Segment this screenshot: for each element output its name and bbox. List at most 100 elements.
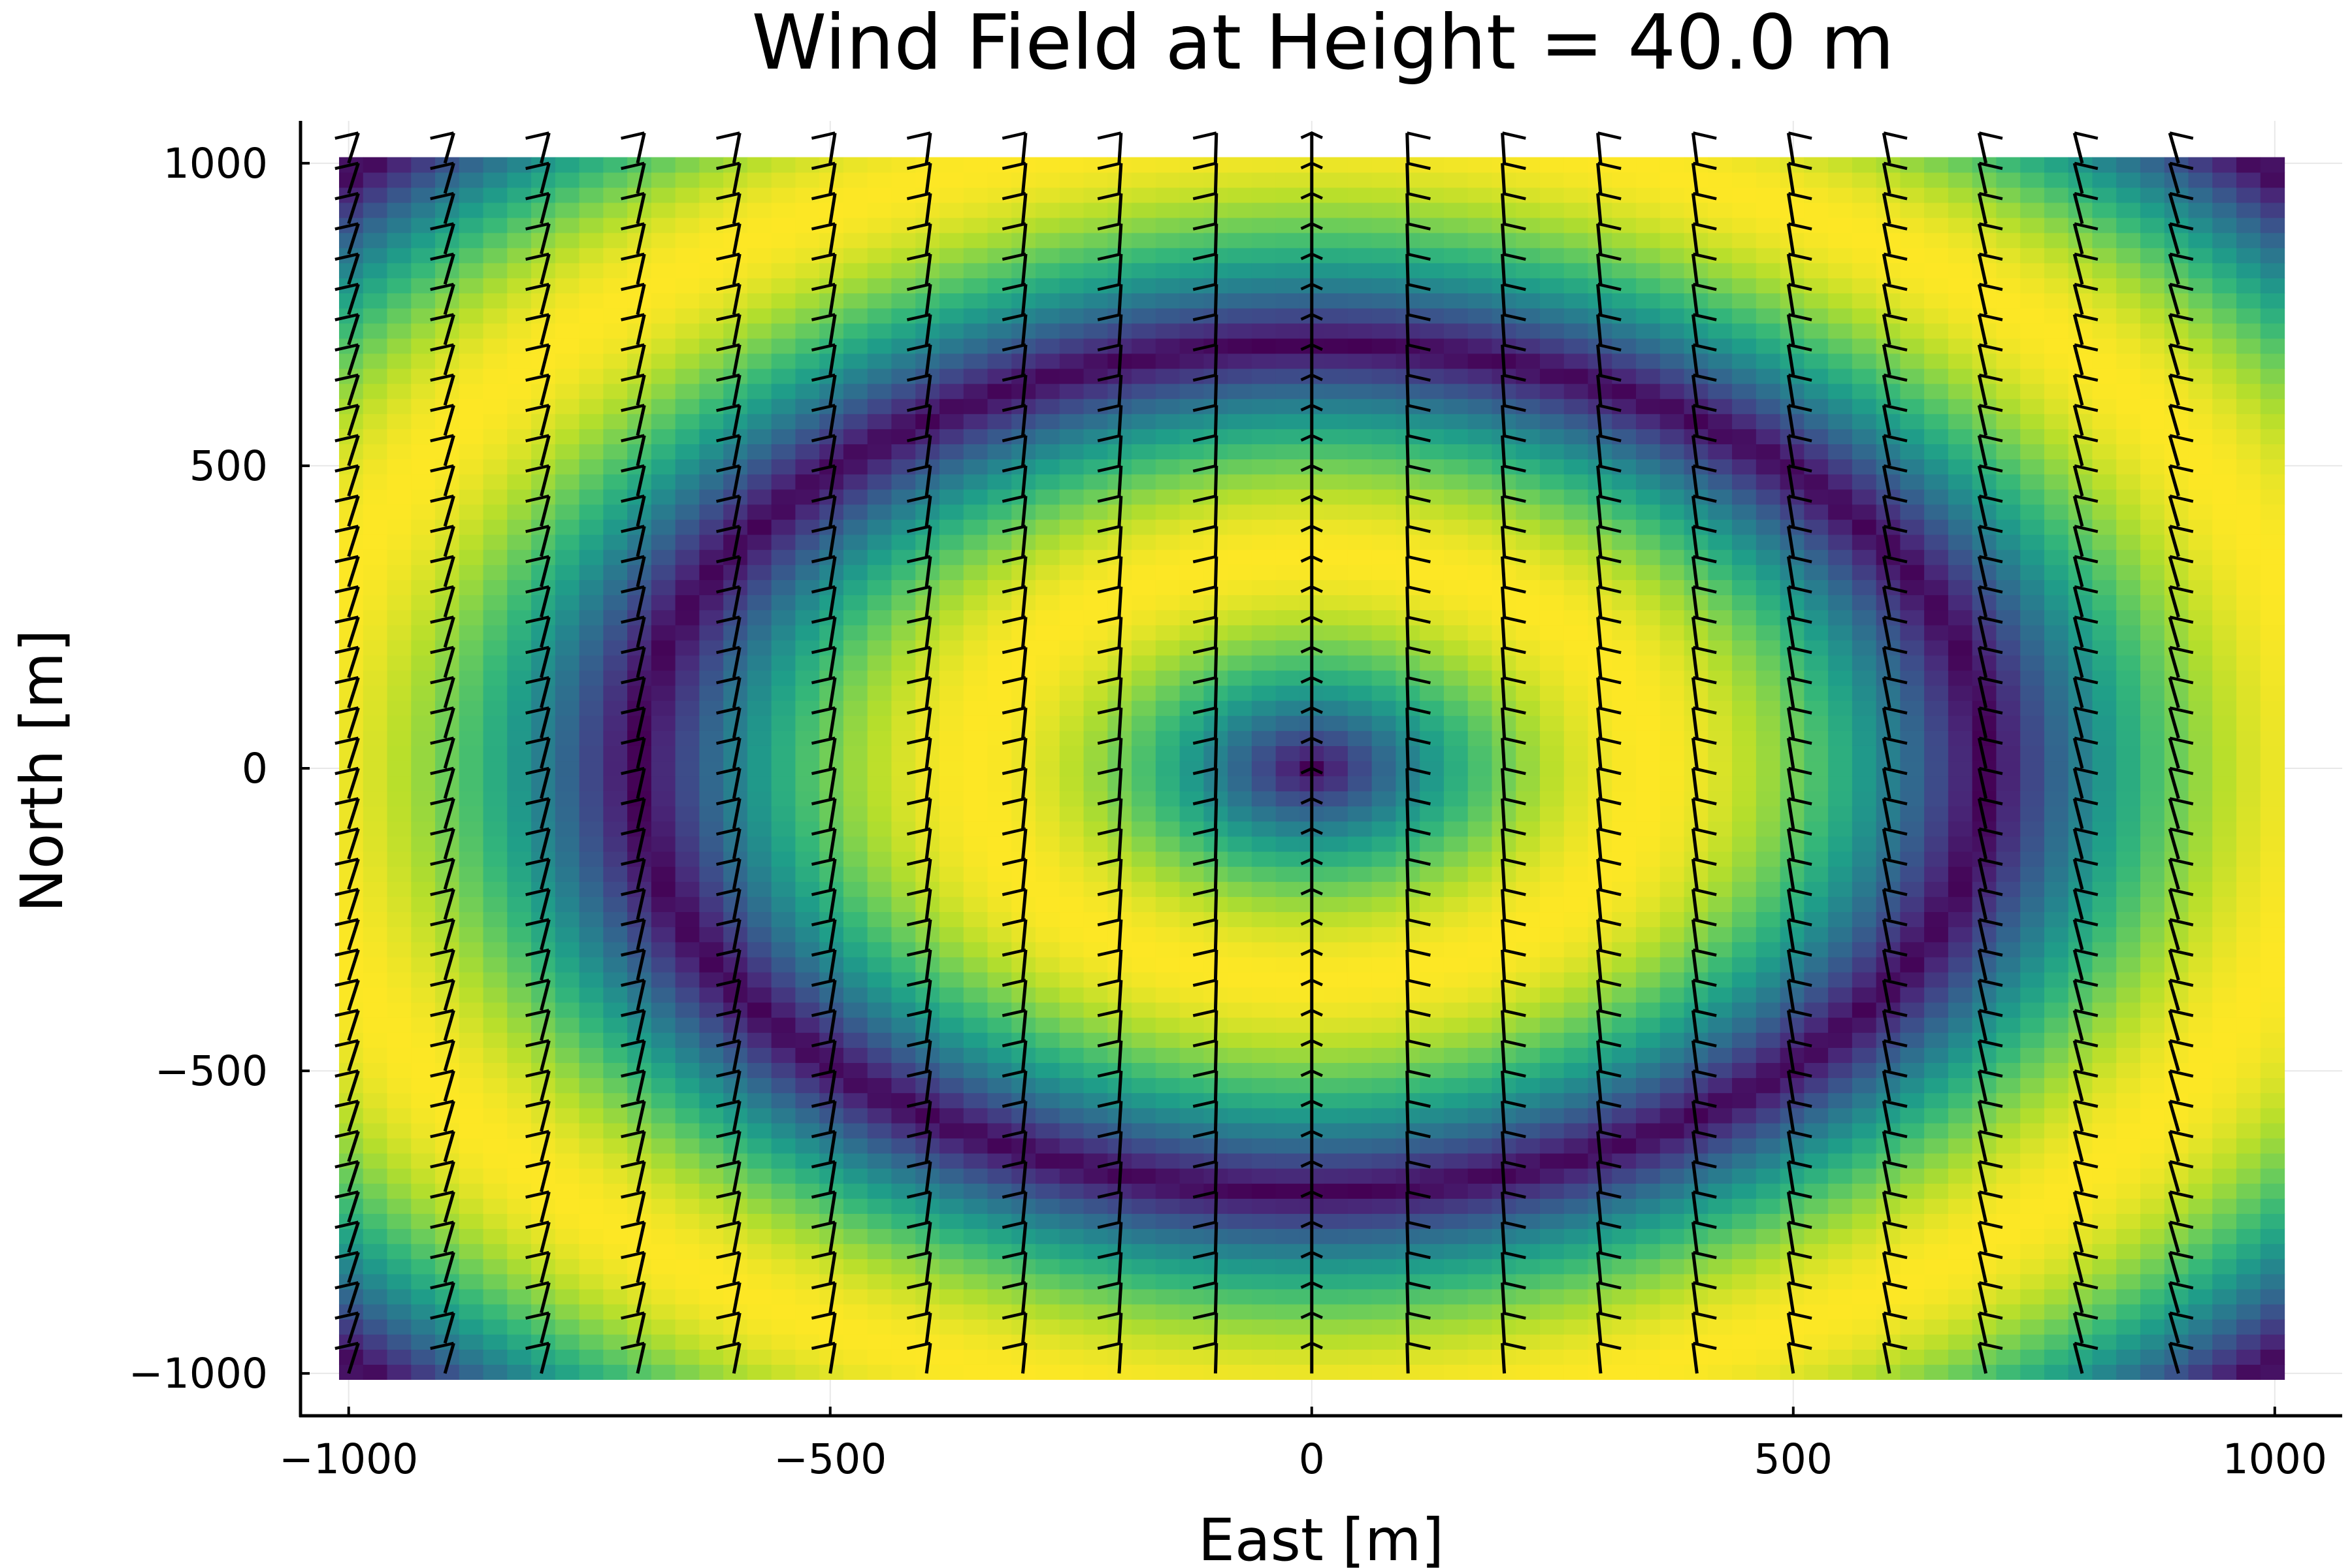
heatmap-cell [1251, 519, 1277, 535]
heatmap-cell [939, 504, 964, 520]
heatmap-cell [1036, 1228, 1060, 1245]
heatmap-cell [1324, 564, 1348, 580]
heatmap-cell [1732, 489, 1757, 505]
heatmap-cell [675, 1334, 700, 1350]
heatmap-cell [1251, 655, 1277, 671]
heatmap-cell [1563, 776, 1589, 792]
heatmap-cell [1371, 866, 1397, 882]
heatmap-cell [1420, 1107, 1445, 1124]
heatmap-cell [1324, 987, 1348, 1003]
heatmap-cell [963, 610, 988, 626]
heatmap-cell [1036, 972, 1060, 988]
heatmap-cell [1371, 1243, 1397, 1260]
heatmap-cell [1228, 896, 1252, 913]
heatmap-cell [1467, 685, 1493, 701]
heatmap-cell [1036, 987, 1060, 1003]
heatmap-cell [1467, 489, 1493, 505]
heatmap-cell [1155, 293, 1181, 309]
heatmap-cell [363, 202, 388, 218]
heatmap-cell [1132, 836, 1156, 852]
heatmap-cell [891, 549, 916, 565]
heatmap-cell [699, 1047, 724, 1063]
heatmap-cell [483, 987, 508, 1003]
heatmap-cell [699, 1168, 724, 1184]
heatmap-cell [1443, 987, 1469, 1003]
heatmap-cell [1612, 926, 1637, 943]
heatmap-cell [747, 926, 772, 943]
heatmap-cell [579, 836, 604, 852]
heatmap-cell [939, 685, 964, 701]
heatmap-cell [387, 670, 412, 686]
heatmap-cell [1132, 956, 1156, 973]
heatmap-cell [1636, 1288, 1661, 1305]
heatmap-cell [1659, 851, 1685, 867]
heatmap-cell [387, 414, 412, 429]
heatmap-cell [1420, 1349, 1445, 1365]
heatmap-cell [747, 1364, 772, 1380]
heatmap-cell [843, 685, 868, 701]
heatmap-cell [579, 987, 604, 1003]
heatmap-cell [1636, 172, 1661, 188]
heatmap-cell [1324, 896, 1348, 913]
heatmap-cell [459, 308, 484, 324]
heatmap-cell [507, 972, 532, 988]
heatmap-cell [459, 1349, 484, 1365]
heatmap-cell [363, 1077, 388, 1094]
heatmap-cell [1132, 429, 1156, 445]
heatmap-cell [1228, 670, 1252, 686]
heatmap-cell [1179, 202, 1204, 218]
heatmap-cell [1036, 625, 1060, 641]
heatmap-cell [867, 730, 892, 746]
heatmap-cell [1612, 1258, 1637, 1275]
heatmap-cell [891, 172, 916, 188]
heatmap-cell [843, 1107, 868, 1124]
heatmap-cell [1347, 715, 1373, 731]
heatmap-cell [1563, 1334, 1589, 1350]
heatmap-cell [1036, 836, 1060, 852]
heatmap-cell [675, 414, 700, 429]
heatmap-cell [1371, 368, 1397, 384]
heatmap-cell [411, 1334, 436, 1350]
heatmap-cell [1371, 670, 1397, 686]
heatmap-cell [1347, 881, 1373, 897]
heatmap-cell [1324, 866, 1348, 882]
heatmap-cell [1612, 745, 1637, 762]
heatmap-cell [387, 956, 412, 973]
heatmap-cell [1732, 1107, 1757, 1124]
heatmap-cell [795, 519, 820, 535]
heatmap-cell [1756, 187, 1781, 203]
heatmap-cell [1443, 1213, 1469, 1230]
heatmap-cell [483, 1077, 508, 1094]
heatmap-cell [1059, 580, 1085, 595]
heatmap-cell [483, 1017, 508, 1033]
heatmap-cell [1059, 776, 1085, 792]
heatmap-cell [1275, 504, 1300, 520]
heatmap-cell [1420, 655, 1445, 671]
heatmap-cell [1036, 580, 1060, 595]
heatmap-cell [1347, 745, 1373, 762]
heatmap-cell [867, 384, 892, 399]
heatmap-cell [1659, 700, 1685, 716]
heatmap-cell [963, 414, 988, 429]
heatmap-cell [699, 489, 724, 505]
heatmap-cell [338, 595, 364, 611]
heatmap-cell [1467, 353, 1493, 369]
heatmap-cell [1132, 821, 1156, 837]
heatmap-cell [1251, 1243, 1277, 1260]
heatmap-cell [1756, 1032, 1781, 1048]
heatmap-cell [891, 580, 916, 595]
heatmap-cell [387, 1198, 412, 1214]
heatmap-cell [1132, 1288, 1156, 1305]
heatmap-cell [771, 1198, 796, 1214]
heatmap-cell [603, 338, 628, 354]
heatmap-cell [555, 1017, 580, 1033]
heatmap-cell [1732, 610, 1757, 626]
heatmap-cell [387, 1288, 412, 1305]
heatmap-cell [1420, 1198, 1445, 1214]
heatmap-cell [747, 233, 772, 248]
heatmap-cell [1756, 1319, 1781, 1335]
heatmap-cell [555, 459, 580, 475]
heatmap-cell [1539, 625, 1565, 641]
heatmap-cell [651, 323, 676, 339]
heatmap-cell [843, 1213, 868, 1230]
